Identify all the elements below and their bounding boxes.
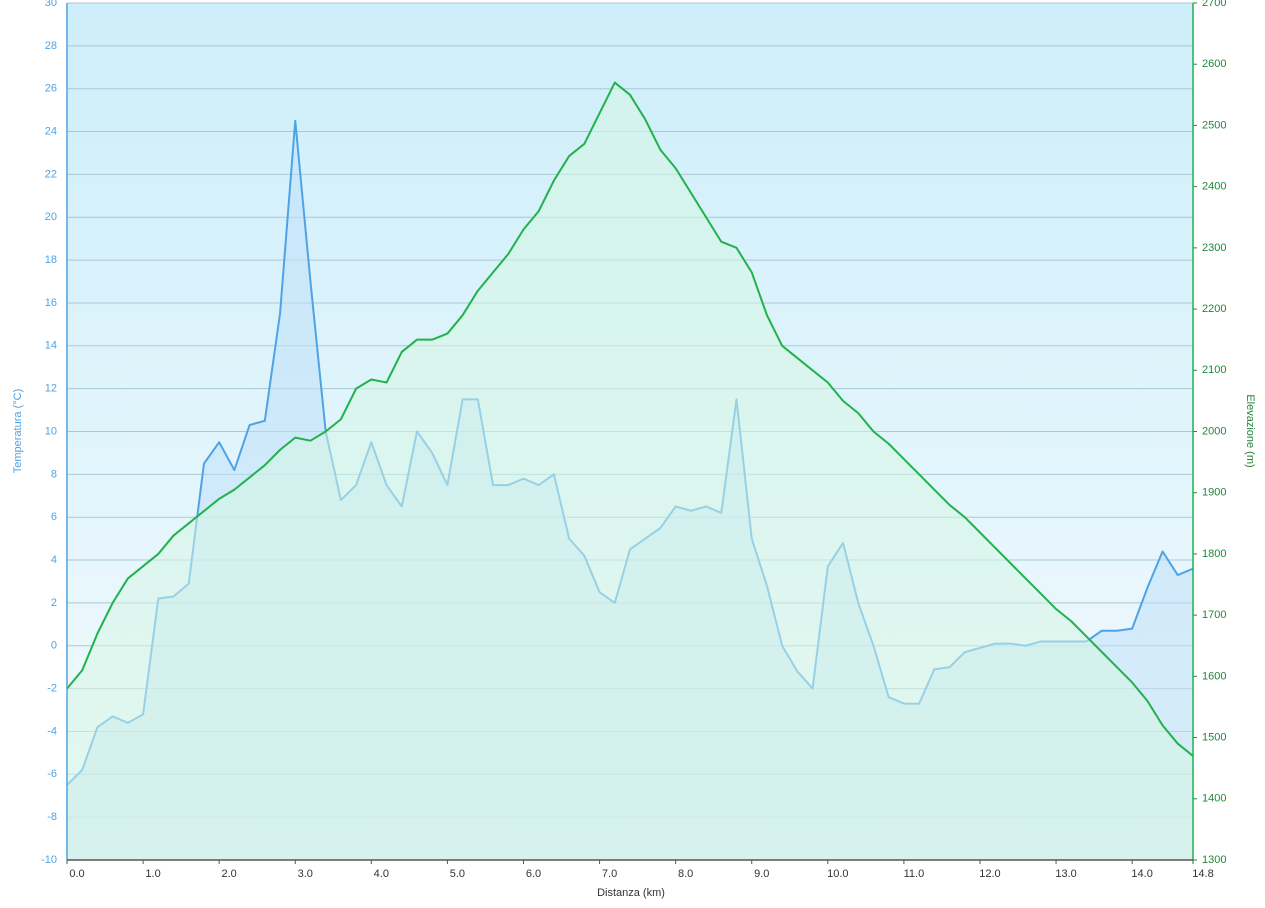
x-tick-label: 3.0 <box>298 868 313 880</box>
y-tick-label: 4 <box>51 554 57 566</box>
x-tick-label: 0.0 <box>69 868 84 880</box>
y-tick-label: -4 <box>47 725 57 737</box>
y2-tick-label: 1600 <box>1202 670 1226 682</box>
y-tick-label: 30 <box>45 0 57 9</box>
x-tick-label: 6.0 <box>526 868 541 880</box>
y2-tick-label: 1800 <box>1202 548 1226 560</box>
y2-tick-label: 1300 <box>1202 854 1226 866</box>
y-tick-label: 18 <box>45 254 57 266</box>
y-tick-label: 16 <box>45 297 57 309</box>
y2-axis-label: Elevazione (m) <box>1244 394 1256 467</box>
x-tick-label: 1.0 <box>145 868 160 880</box>
x-tick-label: 11.0 <box>904 868 925 880</box>
y-tick-label: 28 <box>45 40 57 52</box>
x-tick-label: 14.0 <box>1131 868 1152 880</box>
y-tick-label: -6 <box>47 768 57 780</box>
x-tick-label: 13.0 <box>1055 868 1076 880</box>
y2-tick-label: 2200 <box>1202 303 1226 315</box>
y-tick-label: 12 <box>45 383 57 395</box>
x-axis-label: Distanza (km) <box>597 887 665 899</box>
x-tick-label: 12.0 <box>979 868 1000 880</box>
y-tick-label: 6 <box>51 511 57 523</box>
x-tick-label: 4.0 <box>374 868 389 880</box>
y-tick-label: -10 <box>41 854 57 866</box>
y2-tick-label: 1400 <box>1202 793 1226 805</box>
y2-tick-label: 1900 <box>1202 487 1226 499</box>
y2-tick-label: 2600 <box>1202 58 1226 70</box>
y-tick-label: 22 <box>45 168 57 180</box>
y-tick-label: 0 <box>51 640 57 652</box>
y2-tick-label: 2300 <box>1202 242 1226 254</box>
y-tick-label: -8 <box>47 811 57 823</box>
line <box>66 81 1194 757</box>
y-tick-label: 2 <box>51 597 57 609</box>
y2-tick-label: 1500 <box>1202 731 1226 743</box>
y2-tick-label: 2500 <box>1202 119 1226 131</box>
x-tick-label: 2.0 <box>222 868 237 880</box>
y2-tick-label: 2400 <box>1202 181 1226 193</box>
x-tick-label: 9.0 <box>754 868 769 880</box>
area <box>67 82 1193 861</box>
y-tick-label: 26 <box>45 83 57 95</box>
y-tick-label: 10 <box>45 425 57 437</box>
y2-tick-label: 2700 <box>1202 0 1226 9</box>
x-tick-label: 5.0 <box>450 868 465 880</box>
y-tick-label: -2 <box>47 683 57 695</box>
y2-tick-label: 2100 <box>1202 364 1226 376</box>
y2-tick-label: 2000 <box>1202 425 1226 437</box>
y2-tick-label: 1700 <box>1202 609 1226 621</box>
y-tick-label: 8 <box>51 468 57 480</box>
y-axis-label: Temperatura (°C) <box>12 389 24 473</box>
x-tick-label: 10.0 <box>827 868 848 880</box>
x-tick-label: 8.0 <box>678 868 693 880</box>
y-tick-label: 14 <box>45 340 57 352</box>
x-tick-label: 7.0 <box>602 868 617 880</box>
x-tick-label: 14.8 <box>1192 868 1213 880</box>
y-tick-label: 20 <box>45 211 57 223</box>
y-tick-label: 24 <box>45 125 57 137</box>
